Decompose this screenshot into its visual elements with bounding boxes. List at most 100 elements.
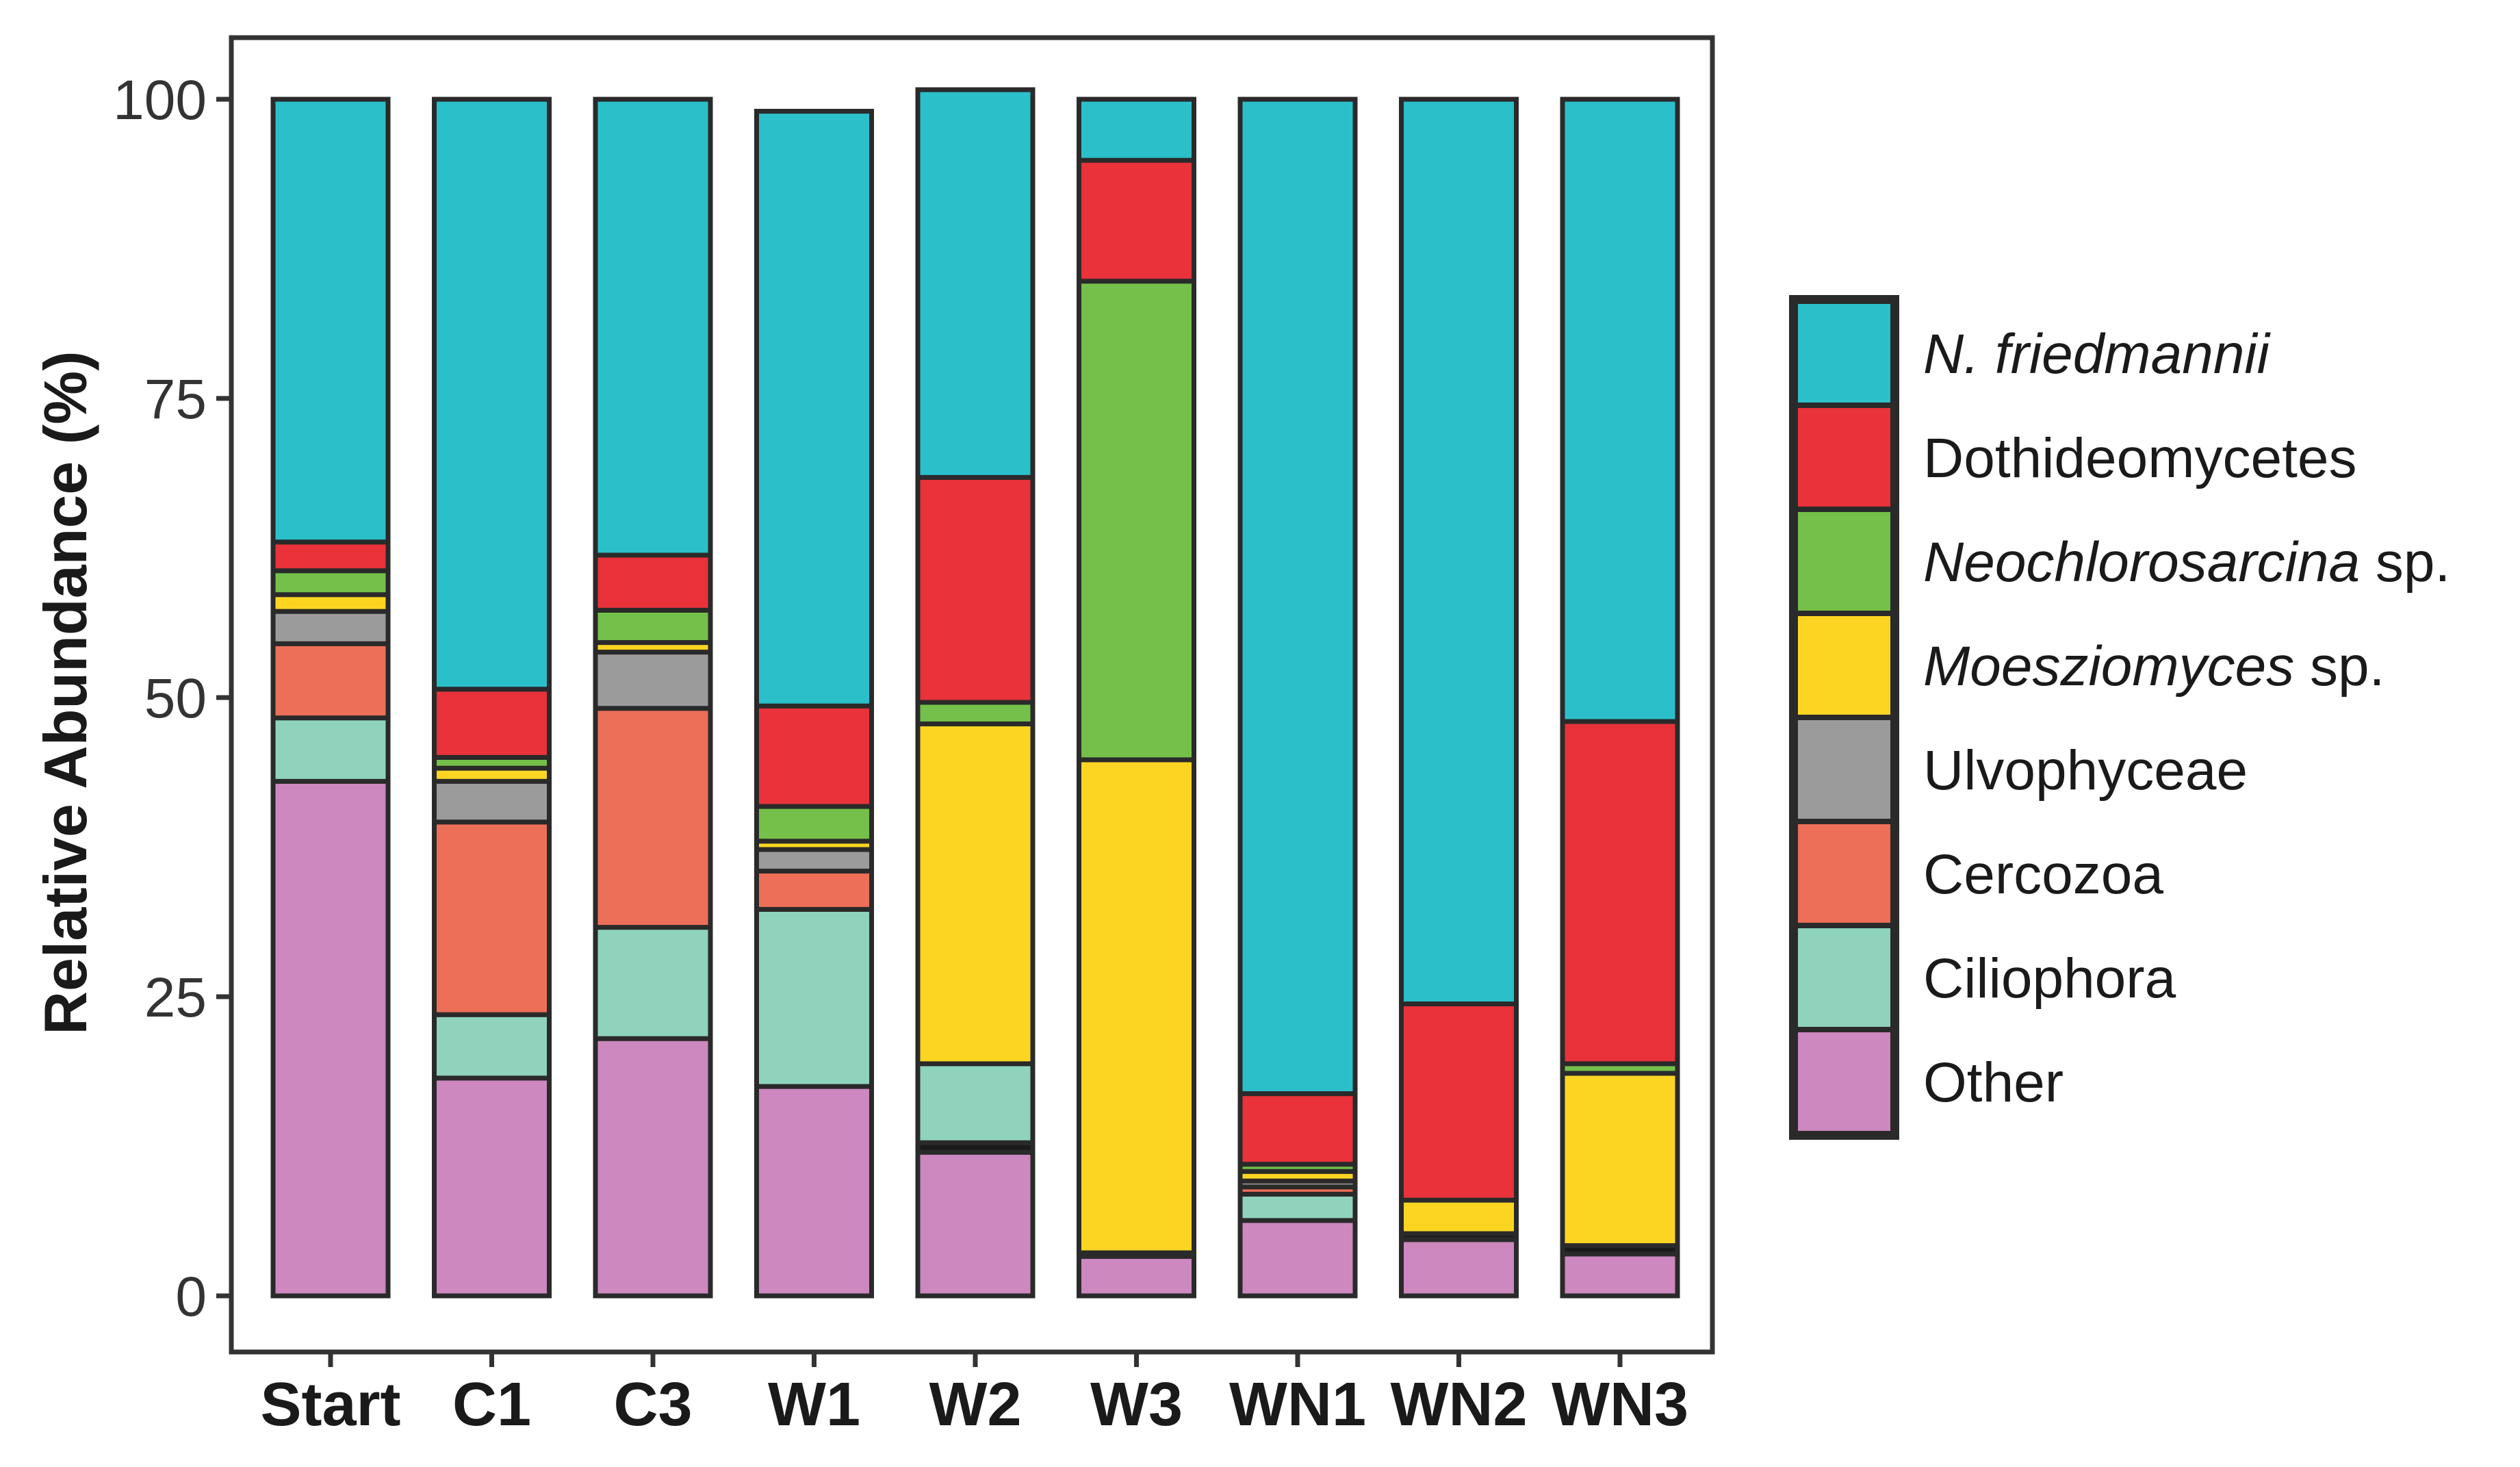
x-tick-label-w2: W2 <box>929 1370 1022 1439</box>
x-tick-label-w1: W1 <box>768 1370 860 1439</box>
legend-swatch-neochlorosarcina-sp <box>1792 507 1896 616</box>
legend-swatch-cercozoa <box>1792 819 1896 928</box>
bar-segment-c3-ciliophora <box>593 925 713 1041</box>
bar-segment-start-cercozoa <box>270 641 391 721</box>
bar-segment-start-dothideomycetes <box>270 539 391 574</box>
bar-segment-w3-moesziomyces-sp <box>1077 757 1196 1255</box>
bars-layer <box>270 87 1680 1299</box>
bar-segment-wn3-dothideomycetes <box>1560 719 1680 1067</box>
legend-item-ciliophora: Ciliophora <box>1792 923 2176 1032</box>
bar-segment-wn2-dothideomycetes <box>1399 1001 1519 1203</box>
bar-segment-wn1-dothideomycetes <box>1237 1091 1358 1167</box>
x-tick-label-wn1: WN1 <box>1229 1370 1366 1439</box>
bar-segment-c1-dothideomycetes <box>432 687 552 760</box>
bar-segment-c3-neochlorosarcina-sp <box>593 607 713 646</box>
legend-label-neochlorosarcina-sp: Neochlorosarcina sp. <box>1923 531 2450 594</box>
bar-segment-w2-other <box>915 1149 1036 1299</box>
bar-wn1 <box>1237 97 1358 1299</box>
bar-segment-w3-other <box>1077 1253 1196 1299</box>
legend-swatch-ciliophora <box>1792 923 1896 1032</box>
y-tick-label-75: 75 <box>144 368 207 431</box>
bar-segment-start-n-friedmannii <box>270 97 391 545</box>
bar-segment-c1-cercozoa <box>432 819 552 1017</box>
bar-c1 <box>432 97 552 1299</box>
y-tick-label-0: 0 <box>175 1266 207 1328</box>
bar-segment-w3-neochlorosarcina-sp <box>1077 279 1196 763</box>
legend: N. friedmannii Dothideomycetes Neochlorosa… <box>1789 295 2450 1140</box>
legend-swatch-dothideomycetes <box>1792 403 1896 512</box>
plot-panel-border <box>229 35 1715 1355</box>
legend-item-ulvophyceae: Ulvophyceae <box>1792 715 2248 824</box>
bar-segment-w1-dothideomycetes <box>754 703 874 809</box>
bar-segment-w1-cercozoa <box>754 868 874 912</box>
legend-label-moesziomyces-sp: Moesziomyces sp. <box>1923 635 2384 698</box>
legend-item-dothideomycetes: Dothideomycetes <box>1792 403 2357 512</box>
y-axis: 0 25 50 75 100 <box>113 69 231 1328</box>
y-tick-label-100: 100 <box>113 69 207 131</box>
bar-wn3 <box>1560 97 1680 1299</box>
bar-wn2 <box>1399 97 1519 1299</box>
legend-swatch-ulvophyceae <box>1792 715 1896 824</box>
bar-w2 <box>915 87 1036 1299</box>
legend-swatch-other <box>1792 1027 1896 1136</box>
x-tick-label-wn2: WN2 <box>1391 1370 1528 1439</box>
bar-segment-w3-dothideomycetes <box>1077 157 1196 284</box>
bar-segment-wn1-other <box>1237 1218 1358 1299</box>
legend-label-n-friedmannii: N. friedmannii <box>1923 323 2272 385</box>
bar-segment-w2-dothideomycetes <box>915 474 1036 705</box>
legend-item-n-friedmannii: N. friedmannii <box>1792 298 2272 408</box>
bar-segment-wn2-moesziomyces-sp <box>1399 1197 1519 1236</box>
bar-segment-c3-ulvophyceae <box>593 650 713 711</box>
bar-segment-w2-ciliophora <box>915 1061 1036 1145</box>
bar-segment-start-moesziomyces-sp <box>270 592 391 614</box>
x-axis: Start C1 C3 W1 W2 W3 WN1 WN2 WN3 <box>260 1352 1688 1439</box>
bar-w3 <box>1077 97 1196 1299</box>
x-tick-label-start: Start <box>260 1370 400 1439</box>
bar-segment-start-ulvophyceae <box>270 609 391 646</box>
x-tick-label-c3: C3 <box>613 1370 692 1439</box>
bar-segment-w1-other <box>754 1084 874 1299</box>
bar-segment-w2-moesziomyces-sp <box>915 721 1036 1067</box>
y-tick-label-25: 25 <box>144 967 207 1029</box>
bar-segment-c1-n-friedmannii <box>432 97 552 692</box>
bar-segment-wn2-other <box>1399 1237 1519 1299</box>
bar-segment-w1-neochlorosarcina-sp <box>754 804 874 844</box>
bar-segment-wn3-other <box>1560 1251 1680 1299</box>
bar-segment-w2-neochlorosarcina-sp <box>915 700 1036 726</box>
legend-label-dothideomycetes: Dothideomycetes <box>1923 427 2357 489</box>
bar-start <box>270 97 391 1299</box>
bar-segment-start-other <box>270 778 391 1299</box>
bar-segment-c1-other <box>432 1075 552 1299</box>
bar-segment-w1-ulvophyceae <box>754 847 874 873</box>
bar-segment-c3-other <box>593 1036 713 1299</box>
bar-segment-w2-n-friedmannii <box>915 87 1036 480</box>
bar-segment-w1-n-friedmannii <box>754 108 874 709</box>
legend-item-neochlorosarcina-sp: Neochlorosarcina sp. <box>1792 507 2450 616</box>
bar-segment-wn1-n-friedmannii <box>1237 97 1358 1097</box>
bar-segment-c1-ciliophora <box>432 1012 552 1081</box>
x-tick-label-w3: W3 <box>1090 1370 1183 1439</box>
x-tick-label-c1: C1 <box>452 1370 531 1439</box>
bar-segment-c3-n-friedmannii <box>593 97 713 558</box>
legend-item-other: Other <box>1792 1027 2063 1136</box>
y-tick-label-50: 50 <box>144 667 207 730</box>
bar-segment-wn1-ciliophora <box>1237 1191 1358 1223</box>
y-axis-title: Relative Abundance (%) <box>31 350 99 1034</box>
bar-segment-wn2-n-friedmannii <box>1399 97 1519 1006</box>
legend-label-cercozoa: Cercozoa <box>1923 843 2163 906</box>
bar-segment-c3-dothideomycetes <box>593 552 713 613</box>
x-tick-label-wn3: WN3 <box>1552 1370 1688 1439</box>
bar-segment-w1-ciliophora <box>754 906 874 1089</box>
legend-label-ulvophyceae: Ulvophyceae <box>1923 739 2248 802</box>
bar-segment-wn3-n-friedmannii <box>1560 97 1680 724</box>
legend-label-other: Other <box>1923 1051 2063 1114</box>
bar-segment-c3-cercozoa <box>593 706 713 930</box>
bar-segment-w3-n-friedmannii <box>1077 97 1196 163</box>
bar-segment-wn3-moesziomyces-sp <box>1560 1071 1680 1249</box>
legend-swatch-n-friedmannii <box>1792 298 1896 408</box>
bar-segment-c1-ulvophyceae <box>432 778 552 825</box>
bar-segment-start-ciliophora <box>270 715 391 784</box>
bar-c3 <box>593 97 713 1299</box>
